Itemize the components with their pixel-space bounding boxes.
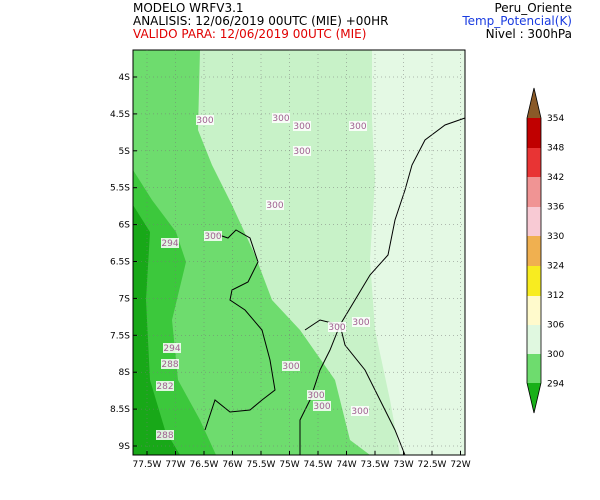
contour-label-bg (163, 343, 181, 353)
contour-label-bg (196, 115, 214, 125)
contour-label: 294 (163, 344, 180, 354)
contour-label-bg (204, 231, 222, 241)
lon-label: 77.5W (133, 460, 162, 470)
colorbar-swatch (527, 207, 541, 236)
lat-label: 8.5S (110, 405, 130, 415)
colorbar-cap (527, 383, 541, 413)
contour-label: 300 (352, 318, 369, 328)
contour-label-bg (161, 238, 179, 248)
colorbar-swatch (527, 354, 541, 383)
contour-label: 300 (307, 391, 324, 401)
border-line (204, 229, 276, 431)
contour-label-bg (351, 406, 369, 416)
colorbar-label: 300 (547, 350, 564, 360)
lighter-region (370, 50, 465, 455)
map-frame (132, 49, 466, 456)
colorbar-swatch (527, 118, 541, 148)
lon-label: 73W (393, 460, 413, 470)
lon-label: 76W (222, 460, 242, 470)
colorbar-swatch (527, 177, 541, 207)
lat-label: 7S (119, 294, 131, 304)
lon-label: 77W (165, 460, 185, 470)
contour-label-bg (272, 113, 290, 123)
lon-label: 75.5W (247, 460, 276, 470)
lat-label: 8S (119, 368, 131, 378)
colorbar-label: 348 (547, 144, 564, 154)
colorbar (526, 87, 542, 414)
colorbar-frame (526, 87, 542, 414)
contour-label-bg (282, 361, 300, 371)
colorbar-label: 354 (547, 114, 564, 124)
contour-label-bg (352, 317, 370, 327)
region-name: Peru_Oriente (494, 1, 572, 15)
contour-label: 300 (282, 362, 299, 372)
contour-label: 300 (328, 323, 345, 333)
contour-label-bg (349, 121, 367, 131)
lat-label: 6.5S (110, 258, 130, 268)
lon-label: 72W (450, 460, 470, 470)
contour-label: 300 (313, 402, 330, 412)
colorbar-label: 306 (547, 321, 564, 331)
map-area (132, 49, 466, 456)
lon-label: 76.5W (190, 460, 219, 470)
darkest-region (133, 205, 180, 455)
colorbar-label: 324 (547, 262, 564, 272)
level-name: Nivel : 300hPa (486, 27, 572, 41)
contour-label: 300 (351, 407, 368, 417)
lat-label: 6S (119, 221, 131, 231)
colorbar-swatch (527, 236, 541, 266)
contour-label: 300 (349, 122, 366, 132)
contour-label: 288 (161, 360, 178, 370)
lon-label: 74W (336, 460, 356, 470)
contour-label: 282 (156, 382, 173, 392)
lon-label: 75W (279, 460, 299, 470)
contour-label-bg (293, 121, 311, 131)
contour-label-bg (266, 200, 284, 210)
contour-label: 300 (266, 201, 283, 211)
contour-label: 300 (293, 122, 310, 132)
lon-label: 73.5W (361, 460, 390, 470)
lat-label: 4S (119, 73, 131, 83)
contour-label: 300 (196, 116, 213, 126)
contour-label: 300 (293, 147, 310, 157)
contour-label-bg (156, 381, 174, 391)
contour-label: 288 (156, 431, 173, 441)
model-title: MODELO WRFV3.1 (133, 1, 244, 15)
colorbar-label: 336 (547, 203, 564, 213)
contour-label: 300 (272, 114, 289, 124)
lat-label: 9S (119, 442, 131, 452)
contour-label-bg (161, 359, 179, 369)
colorbar-label: 294 (547, 380, 564, 390)
valid-time: VALIDO PARA: 12/06/2019 00UTC (MIE) (133, 27, 366, 41)
lat-label: 5S (119, 147, 131, 157)
contour-label: 294 (161, 239, 178, 249)
dark-region (133, 170, 216, 455)
contour-label-bg (313, 401, 331, 411)
lon-label: 74.5W (304, 460, 333, 470)
contour-label-bg (156, 430, 174, 440)
contour-label-bg (293, 146, 311, 156)
lat-label: 4.5S (110, 110, 130, 120)
colorbar-swatch (527, 325, 541, 354)
variable-name: Temp_Potencial(K) (461, 14, 572, 28)
colorbar-swatch (527, 296, 541, 325)
river-line (299, 319, 341, 455)
colorbar-cap (527, 88, 541, 118)
analysis-time: ANALISIS: 12/06/2019 00UTC (MIE) +00HR (133, 14, 388, 28)
colorbar-swatch (527, 148, 541, 177)
contour-label-bg (328, 322, 346, 332)
colorbar-label: 312 (547, 291, 564, 301)
colorbar-swatch (527, 266, 541, 296)
colorbar-label: 330 (547, 232, 564, 242)
colorbar-label: 342 (547, 173, 564, 183)
contour-label: 300 (204, 232, 221, 242)
contour-label-bg (307, 390, 325, 400)
lon-label: 72.5W (418, 460, 447, 470)
lat-label: 7.5S (110, 331, 130, 341)
lat-label: 5.5S (110, 184, 130, 194)
